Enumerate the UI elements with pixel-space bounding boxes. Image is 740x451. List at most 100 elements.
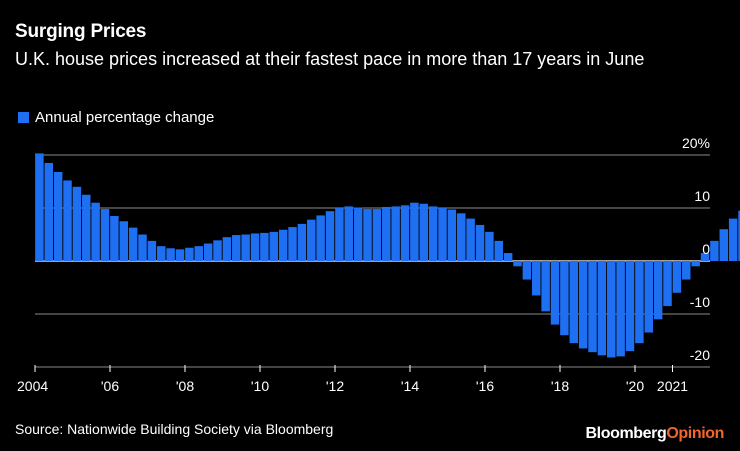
bar	[682, 261, 691, 280]
bar	[410, 202, 419, 261]
bar	[297, 223, 307, 261]
bar	[203, 243, 213, 261]
bar	[288, 227, 297, 261]
bar	[597, 261, 607, 356]
bar	[35, 153, 44, 261]
y-tick-label: 10	[694, 188, 710, 204]
bar	[63, 180, 72, 261]
axis-layer: 20% 10 0 -10 -20 2004 '06 '08 '10 '12 '14 '16 '18 '20…	[17, 135, 710, 394]
bar-layer	[35, 153, 740, 358]
grid-layer	[35, 154, 710, 368]
bar	[532, 261, 541, 296]
bar	[391, 206, 400, 261]
bar-chart: 20% 10 0 -10 -20 2004 '06 '08 '10 '12 '14 '16 '18 '20…	[17, 135, 740, 394]
bar	[522, 261, 532, 280]
bar	[110, 215, 119, 261]
bar	[119, 221, 128, 261]
bar	[232, 235, 241, 261]
bar	[147, 240, 157, 261]
bar	[653, 261, 663, 320]
bar	[138, 234, 147, 261]
bar	[419, 203, 428, 261]
legend-swatch	[18, 112, 29, 123]
bar	[447, 209, 457, 261]
bar	[175, 249, 185, 261]
bar	[44, 162, 53, 261]
bar	[438, 208, 447, 261]
bar	[100, 209, 110, 261]
bar	[194, 246, 203, 261]
x-tick-label: '16	[476, 378, 494, 394]
bar	[185, 247, 194, 261]
bar	[738, 210, 740, 261]
bar	[213, 240, 222, 261]
bar	[250, 233, 260, 261]
bar	[157, 246, 166, 261]
bar	[53, 171, 63, 261]
bar	[278, 229, 288, 261]
y-tick-label: -10	[690, 294, 710, 310]
source-note: Source: Nationwide Building Society via …	[15, 421, 334, 437]
bar	[494, 240, 503, 261]
x-tick-label: 2004	[17, 378, 48, 394]
bar	[513, 261, 522, 267]
x-tick-label: '08	[176, 378, 194, 394]
x-tick-label: '06	[101, 378, 119, 394]
bar	[578, 261, 588, 349]
bar	[560, 261, 569, 336]
bar	[550, 261, 560, 325]
bar	[616, 261, 625, 357]
bar	[457, 213, 466, 261]
bar	[719, 229, 728, 261]
x-tick-label: '10	[251, 378, 269, 394]
bar	[691, 261, 700, 267]
brand-bloomberg: Bloomberg	[585, 425, 667, 442]
bar	[325, 211, 335, 261]
bar	[710, 240, 719, 261]
bar	[335, 208, 344, 261]
brand-logo: BloombergOpinion	[586, 425, 725, 443]
chart-subtitle: U.K. house prices increased at their fas…	[15, 49, 645, 69]
bar	[91, 202, 100, 261]
bar	[372, 209, 382, 261]
bar	[316, 215, 325, 261]
y-tick-label: 20%	[682, 135, 710, 151]
bar	[128, 227, 138, 261]
legend-label: Annual percentage change	[35, 109, 215, 126]
bar	[72, 186, 82, 261]
bar	[241, 234, 250, 261]
bar	[307, 219, 316, 261]
x-tick-label: '18	[551, 378, 569, 394]
chart-title: Surging Prices	[15, 21, 147, 42]
bar	[503, 253, 513, 261]
bar	[428, 206, 438, 261]
y-tick-label: 0	[702, 241, 710, 257]
bar	[644, 261, 653, 333]
bar	[344, 206, 353, 261]
bar	[625, 261, 635, 352]
bar	[672, 261, 682, 293]
bar	[607, 261, 616, 358]
bar	[382, 206, 391, 261]
bar	[569, 261, 578, 344]
bar	[166, 248, 175, 261]
bar	[82, 194, 91, 261]
y-tick-label: -20	[690, 347, 710, 363]
bar	[353, 207, 363, 261]
bar	[728, 218, 738, 261]
bar	[475, 224, 485, 261]
bar	[400, 205, 410, 261]
brand-opinion: Opinion	[666, 425, 724, 442]
bar	[588, 261, 597, 353]
bar	[222, 237, 232, 261]
bar	[541, 261, 550, 312]
bar	[635, 261, 644, 344]
x-tick-label: '12	[326, 378, 344, 394]
legend: Annual percentage change	[18, 109, 214, 126]
bar	[466, 218, 475, 261]
x-tick-label: '20	[626, 378, 644, 394]
x-tick-label: 2021	[657, 378, 688, 394]
bar	[363, 209, 372, 261]
bar	[663, 261, 672, 307]
bar	[269, 231, 278, 261]
